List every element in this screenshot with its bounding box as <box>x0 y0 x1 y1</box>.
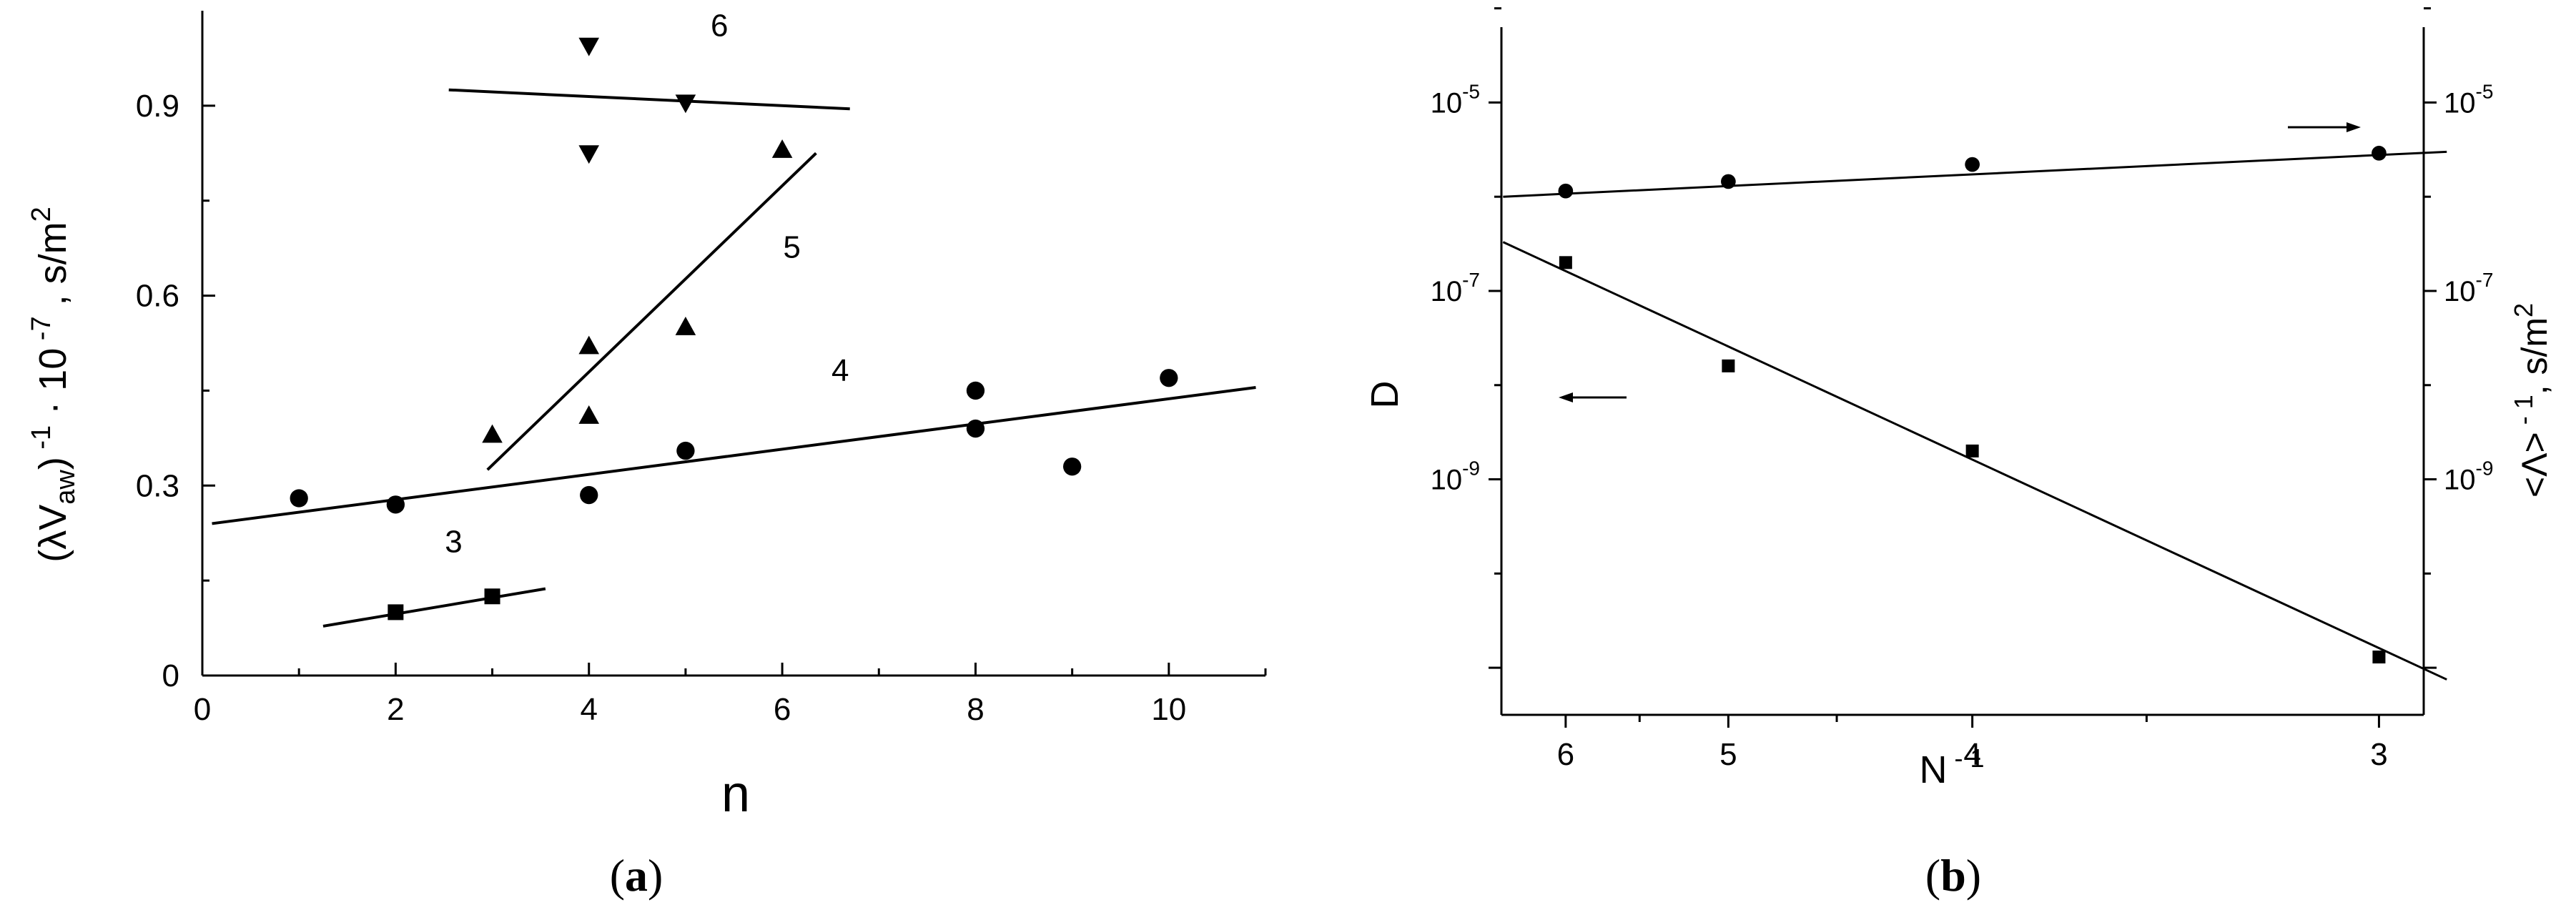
data-point-series-4 <box>676 441 695 460</box>
fit-line-series-6 <box>448 88 850 111</box>
fit-line-series-1 <box>1502 241 2447 681</box>
panel-b-left-axis-label: D <box>1363 381 1406 409</box>
data-point-series-5 <box>578 405 600 424</box>
panel-b-left-axis-arrow <box>1559 392 1627 402</box>
data-point-series-1 <box>1722 359 1735 372</box>
series-label-3: 3 <box>445 524 462 559</box>
left-tick-label: 10-9 <box>1431 457 1480 496</box>
right-tick-label: 10-7 <box>2444 269 2493 307</box>
panel-b-chart: 10-5 10-5 10-7 10-7 10-9 10-9 6 5 4 3 D <Λ> - 1, … <box>1363 7 2555 901</box>
right-tick-label: 10-5 <box>2444 80 2493 119</box>
panel-b-axes <box>1489 7 2437 728</box>
data-point-series-4 <box>1062 457 1082 476</box>
panel-b-tick-labels: 10-5 10-5 10-7 10-7 10-9 10-9 6 5 4 3 <box>1431 80 2494 772</box>
panel-b-caption: (b) <box>1925 850 1981 901</box>
fit-line-series-5 <box>486 152 817 471</box>
x-tick-label: 4 <box>1963 737 1980 772</box>
panel-a-series-labels: 3 4 5 6 <box>445 8 849 559</box>
left-tick-label: 10-5 <box>1431 80 1480 119</box>
x-tick-label: 6 <box>1557 737 1574 772</box>
x-tick-label: 6 <box>774 692 791 727</box>
data-point-series-1 <box>1559 256 1572 269</box>
x-tick-label: 0 <box>194 692 211 727</box>
panel-a-data-points <box>290 37 1178 620</box>
series-label-5: 5 <box>783 229 800 264</box>
data-point-series-2 <box>2372 145 2387 161</box>
data-point-series-3 <box>484 588 500 605</box>
data-point-series-4 <box>580 485 598 505</box>
panel-a-chart: 0 2 4 6 8 10 0 0.3 0.6 0.9 3 4 5 6 n (λVaw) -1 · 10 … <box>26 8 1267 901</box>
series-label-4: 4 <box>831 353 849 388</box>
fit-line-series-2 <box>1503 150 2447 198</box>
panel-b-data-points <box>1558 145 2387 664</box>
fit-line-series-4 <box>212 386 1256 525</box>
data-point-series-1 <box>1965 444 1979 457</box>
data-point-series-4 <box>966 381 985 400</box>
data-point-series-6 <box>578 37 600 56</box>
panel-b-x-axis-label: N - 1 <box>1919 743 1984 791</box>
panel-a-y-axis-label: (λVaw) -1 · 10 -7 , s/m2 <box>26 207 81 562</box>
left-tick-label: 10-7 <box>1431 269 1480 307</box>
y-tick-label: 0 <box>162 658 179 693</box>
data-point-series-5 <box>675 317 696 335</box>
panel-a-axes <box>201 11 1267 677</box>
panel-b-right-axis-label: <Λ> - 1, s/m2 <box>2509 303 2555 498</box>
data-point-series-5 <box>771 139 793 158</box>
data-point-series-4 <box>1160 369 1178 387</box>
x-tick-label: 2 <box>387 692 404 727</box>
series-label-6: 6 <box>711 8 728 43</box>
x-tick-label: 10 <box>1151 692 1186 727</box>
right-tick-label: 10-9 <box>2444 457 2493 496</box>
data-point-series-6 <box>578 145 600 164</box>
data-point-series-4 <box>290 489 308 508</box>
data-point-series-2 <box>1558 183 1574 199</box>
data-point-series-2 <box>1965 157 1980 172</box>
panel-b-fit-lines <box>1502 150 2447 681</box>
panel-a-tick-labels: 0 2 4 6 8 10 0 0.3 0.6 0.9 <box>136 89 1186 727</box>
data-point-series-6 <box>675 94 696 114</box>
data-point-series-5 <box>482 424 503 443</box>
x-tick-label: 5 <box>1719 737 1737 772</box>
data-point-series-4 <box>386 495 405 514</box>
panel-a-caption: (a) <box>610 850 663 901</box>
panel-a-x-axis-label: n <box>721 766 750 823</box>
data-point-series-4 <box>966 419 985 438</box>
data-point-series-5 <box>578 335 600 355</box>
y-tick-label: 0.9 <box>136 89 179 124</box>
data-point-series-2 <box>1721 174 1736 189</box>
data-point-series-3 <box>388 604 404 620</box>
panel-a-fit-lines <box>212 88 1256 628</box>
x-tick-label: 8 <box>967 692 984 727</box>
y-tick-label: 0.6 <box>136 279 179 314</box>
fit-line-series-3 <box>322 587 546 628</box>
y-tick-label: 0.3 <box>136 468 179 503</box>
x-tick-label: 4 <box>580 692 597 727</box>
x-tick-label: 3 <box>2370 737 2387 772</box>
panel-b-right-axis-arrow <box>2288 122 2361 132</box>
data-point-series-1 <box>2372 651 2386 664</box>
